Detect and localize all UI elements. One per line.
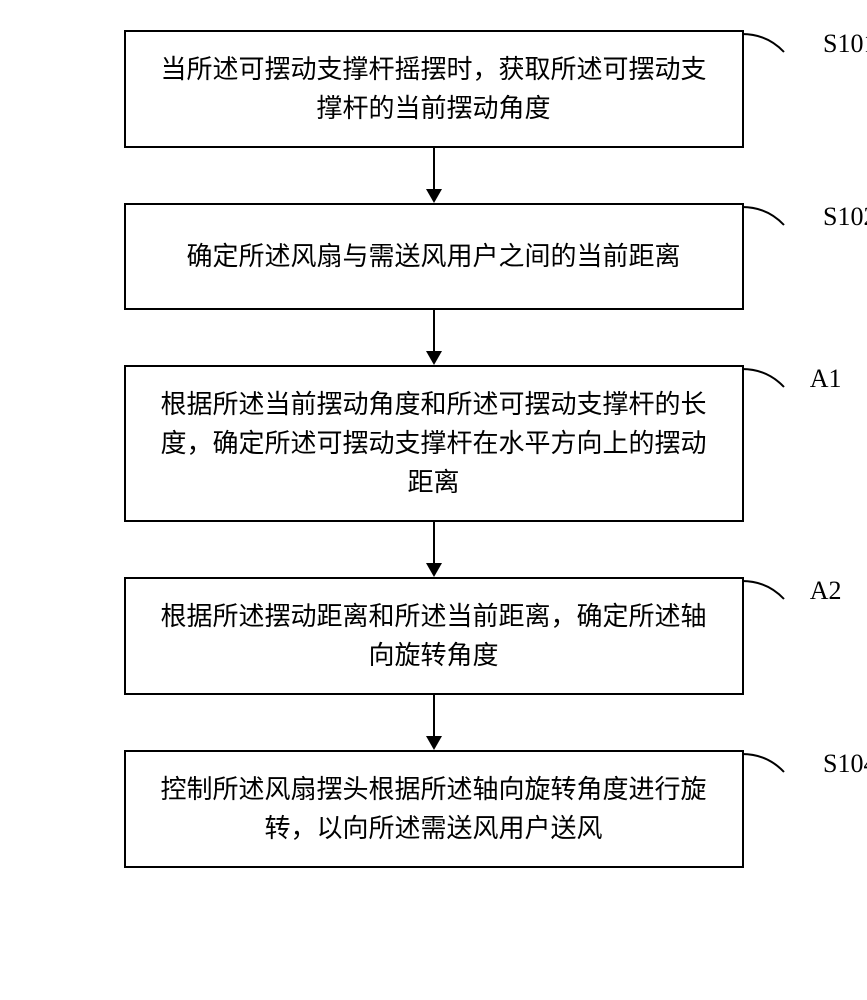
flow-node: 根据所述摆动距离和所述当前距离，确定所述轴向旋转角度 A2 — [124, 577, 744, 750]
flow-arrow — [424, 522, 444, 577]
flow-node-label: S104 — [823, 744, 867, 783]
flow-node-box-a1: 根据所述当前摆动角度和所述可摆动支撑杆的长度，确定所述可摆动支撑杆在水平方向上的… — [124, 365, 744, 522]
label-connector-curve — [742, 579, 787, 601]
label-connector-curve — [742, 205, 787, 227]
flow-node-text: 当所述可摆动支撑杆摇摆时，获取所述可摆动支撑杆的当前摆动角度 — [150, 50, 718, 128]
flow-node-text: 控制所述风扇摆头根据所述轴向旋转角度进行旋转，以向所述需送风用户送风 — [150, 770, 718, 848]
flow-node-box-s101: 当所述可摆动支撑杆摇摆时，获取所述可摆动支撑杆的当前摆动角度 S101 — [124, 30, 744, 148]
flow-node-text: 确定所述风扇与需送风用户之间的当前距离 — [186, 237, 680, 276]
flow-node-box-s104: 控制所述风扇摆头根据所述轴向旋转角度进行旋转，以向所述需送风用户送风 S104 — [124, 750, 744, 868]
label-connector-curve — [742, 752, 787, 774]
flow-node-text: 根据所述摆动距离和所述当前距离，确定所述轴向旋转角度 — [150, 597, 718, 675]
flow-node: 确定所述风扇与需送风用户之间的当前距离 S102 — [124, 203, 744, 365]
flow-node-box-a2: 根据所述摆动距离和所述当前距离，确定所述轴向旋转角度 A2 — [124, 577, 744, 695]
flow-arrow — [424, 310, 444, 365]
flow-node: 根据所述当前摆动角度和所述可摆动支撑杆的长度，确定所述可摆动支撑杆在水平方向上的… — [124, 365, 744, 577]
flow-node-label: A1 — [810, 359, 842, 398]
label-connector-curve — [742, 367, 787, 389]
flow-node-label: S102 — [823, 197, 867, 236]
flow-node: 控制所述风扇摆头根据所述轴向旋转角度进行旋转，以向所述需送风用户送风 S104 — [124, 750, 744, 868]
flowchart-container: 当所述可摆动支撑杆摇摆时，获取所述可摆动支撑杆的当前摆动角度 S101 确定所述… — [0, 30, 867, 868]
flow-arrow — [424, 695, 444, 750]
flow-node: 当所述可摆动支撑杆摇摆时，获取所述可摆动支撑杆的当前摆动角度 S101 — [124, 30, 744, 203]
label-connector-curve — [742, 32, 787, 54]
flow-node-label: S101 — [823, 24, 867, 63]
flow-node-label: A2 — [810, 571, 842, 610]
flow-node-box-s102: 确定所述风扇与需送风用户之间的当前距离 S102 — [124, 203, 744, 310]
flow-node-text: 根据所述当前摆动角度和所述可摆动支撑杆的长度，确定所述可摆动支撑杆在水平方向上的… — [150, 385, 718, 502]
flow-arrow — [424, 148, 444, 203]
